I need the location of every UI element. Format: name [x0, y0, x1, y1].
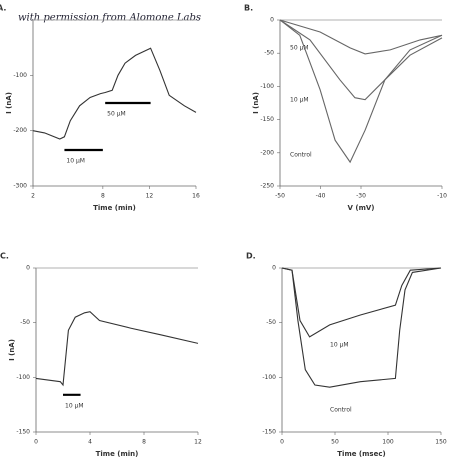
trace: [35, 311, 199, 387]
series-label: 10 µM: [290, 97, 309, 104]
y-tick-label: -200: [13, 127, 27, 134]
y-tick-label: -150: [262, 429, 276, 436]
x-tick-label: 4: [88, 439, 92, 446]
y-tick-label: -150: [16, 429, 30, 436]
x-tick-label: 0: [34, 439, 38, 446]
x-tick-label: 150: [435, 439, 447, 446]
x-axis-title: Time (min): [93, 204, 136, 212]
x-tick-label: 0: [280, 439, 284, 446]
y-tick-label: 0: [270, 17, 274, 24]
y-tick-label: -100: [260, 83, 274, 90]
x-tick-label: 16: [192, 193, 200, 200]
trace: [279, 19, 443, 164]
y-axis-title: I (nA): [5, 92, 13, 114]
y-tick-label: -50: [264, 50, 274, 57]
x-tick-label: 50: [331, 439, 339, 446]
x-tick-label: -50: [275, 193, 285, 200]
series-label: 10 µM: [330, 342, 349, 349]
trace: [279, 19, 443, 55]
x-tick-label: -40: [316, 193, 326, 200]
y-tick-label: -150: [260, 116, 274, 123]
x-axis-title: V (mV): [348, 204, 375, 212]
y-tick-label: 0: [26, 265, 30, 272]
x-tick-label: 100: [382, 439, 394, 446]
y-tick-label: -100: [262, 374, 276, 381]
x-tick-label: 12: [146, 193, 154, 200]
drug-label: 10 µM: [65, 402, 84, 409]
x-tick-label: 12: [194, 439, 202, 446]
x-tick-label: -30: [356, 193, 366, 200]
y-tick-label: -100: [16, 374, 30, 381]
drug-label: 10 µM: [66, 158, 85, 165]
series-label: Control: [330, 407, 352, 414]
x-tick-label: 8: [142, 439, 146, 446]
x-tick-label: 2: [31, 193, 35, 200]
trace: [281, 267, 442, 338]
panel-label: C.: [0, 252, 9, 261]
y-tick-label: 0: [272, 265, 276, 272]
series-label: Control: [290, 152, 312, 159]
trace: [32, 47, 197, 140]
drug-label: 50 µM: [107, 111, 126, 118]
panel-label: B.: [244, 4, 253, 13]
x-tick-label: -10: [437, 193, 447, 200]
panel-label: D.: [246, 252, 256, 261]
panel-label: A.: [0, 4, 6, 13]
y-tick-label: -200: [260, 149, 274, 156]
x-axis-title: Time (min): [96, 450, 139, 458]
y-tick-label: -50: [266, 319, 276, 326]
y-tick-label: -50: [20, 319, 30, 326]
x-axis-title: Time (msec): [337, 450, 385, 458]
y-axis-title: I (nA): [252, 92, 260, 114]
y-axis-title: I (nA): [8, 339, 16, 361]
y-tick-label: -250: [260, 183, 274, 190]
y-tick-label: -100: [13, 72, 27, 79]
y-tick-label: -300: [13, 183, 27, 190]
header: with permission from Alomone Labs: [18, 13, 201, 24]
series-label: 50 µM: [290, 45, 309, 52]
trace: [279, 19, 443, 101]
trace: [281, 267, 442, 388]
x-tick-label: 8: [101, 193, 105, 200]
